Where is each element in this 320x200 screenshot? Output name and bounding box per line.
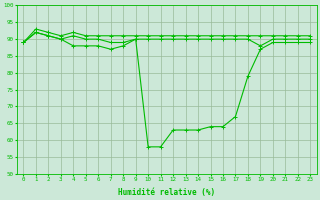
X-axis label: Humidité relative (%): Humidité relative (%) bbox=[118, 188, 215, 197]
